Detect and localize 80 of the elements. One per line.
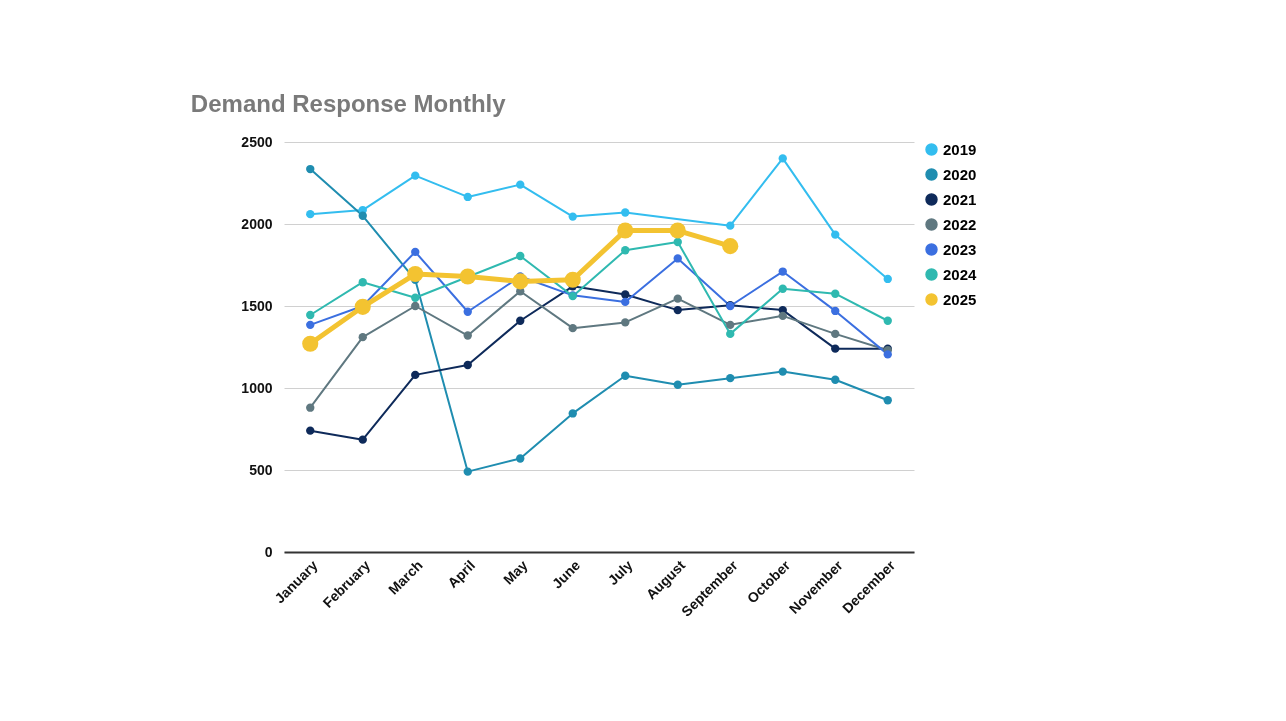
y-tick-label: 500 [249, 461, 273, 478]
point [831, 289, 840, 298]
point [669, 222, 686, 239]
point [778, 284, 787, 293]
legend-label: 2022 [943, 215, 977, 233]
point [516, 454, 525, 463]
point [516, 316, 525, 325]
point [411, 293, 420, 302]
point [516, 180, 525, 189]
point [358, 278, 367, 287]
point [831, 329, 840, 339]
point [306, 164, 315, 174]
legend-label: 2023 [943, 240, 977, 258]
point [673, 380, 682, 389]
point [778, 367, 787, 376]
chart-title: Demand Response Monthly [190, 90, 507, 117]
point [778, 267, 787, 276]
point [306, 209, 315, 219]
point [306, 403, 315, 412]
point [726, 320, 735, 330]
point [621, 371, 630, 380]
point [621, 318, 630, 327]
point [358, 332, 367, 342]
legend-label: 2019 [943, 140, 977, 158]
point [411, 370, 420, 380]
point [621, 246, 630, 255]
y-tick-label: 2000 [241, 215, 273, 232]
point [564, 271, 581, 288]
point [883, 396, 892, 405]
point [302, 335, 319, 352]
point [831, 344, 840, 353]
legend-label: 2021 [943, 190, 977, 208]
point [831, 306, 840, 316]
point [726, 373, 735, 383]
point [883, 274, 892, 284]
y-tick-label: 1500 [241, 297, 273, 314]
point [463, 360, 472, 370]
point [358, 211, 367, 220]
point [411, 247, 420, 257]
point [673, 237, 682, 247]
point [617, 222, 634, 239]
point [568, 212, 577, 221]
point [463, 192, 472, 202]
point [354, 298, 371, 315]
point [726, 221, 735, 230]
point [306, 310, 315, 320]
point [306, 426, 315, 435]
point [778, 311, 787, 321]
point [463, 331, 472, 340]
point [673, 294, 682, 303]
point [568, 323, 577, 333]
point [673, 254, 682, 263]
point [726, 329, 735, 339]
point [621, 208, 630, 217]
point [778, 154, 787, 163]
point [516, 251, 525, 261]
y-tick-label: 2500 [241, 133, 273, 150]
point [306, 320, 315, 330]
point [722, 238, 739, 255]
point [831, 375, 840, 384]
point [407, 265, 424, 283]
point [411, 171, 420, 180]
legend-label: 2020 [943, 165, 977, 183]
point [459, 268, 476, 285]
point [411, 301, 420, 311]
point [673, 305, 682, 315]
point [621, 290, 630, 299]
point [883, 316, 892, 325]
y-tick-label: 0 [264, 543, 273, 560]
point [883, 350, 892, 359]
point [463, 307, 472, 316]
legend-label: 2025 [943, 290, 977, 308]
point [358, 435, 367, 444]
point [463, 467, 472, 476]
y-tick-label: 1000 [241, 379, 273, 396]
point [831, 230, 840, 239]
point [512, 273, 529, 290]
point [621, 297, 630, 307]
point [568, 409, 577, 418]
legend-label: 2024 [943, 265, 978, 283]
